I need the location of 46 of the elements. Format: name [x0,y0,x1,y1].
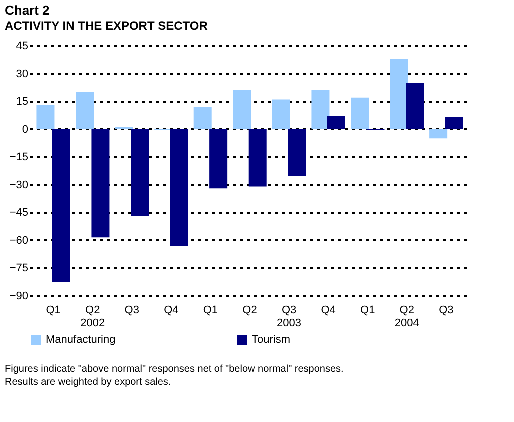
y-tick-label: 45 [16,40,28,52]
bar [327,116,346,130]
bar [272,100,290,130]
bar [52,129,70,282]
x-tick-label: Q2 2002 [80,304,106,330]
x-tick-label: Q4 [321,304,336,316]
bar [170,129,188,246]
bar [390,58,408,130]
x-tick-label: Q3 2003 [277,304,302,330]
y-tick-label: −90 [10,290,28,302]
x-tick-label: Q2 [242,304,258,316]
y-tick-label: 0 [22,124,28,136]
y-tick-label: −15 [10,152,28,164]
x-tick-label: Q1 [203,304,218,316]
x-tick-label: Q4 [164,304,179,316]
x-tick-label: Q3 [124,304,140,316]
y-tick-label: 30 [16,68,28,80]
chart-subtitle: ACTIVITY IN THE EXPORT SECTOR [5,19,208,33]
y-tick-label: −30 [10,179,28,192]
x-tick-label: Q2 2004 [394,304,420,330]
bar [76,92,94,130]
bar [406,83,424,130]
y-tick-label: −75 [10,262,28,275]
text: Figures indicate "above normal" responses net of "below normal" responses. [5,364,344,375]
chart-title: Chart 2 [5,3,50,18]
y-tick-label: −60 [10,234,28,247]
bar [351,98,369,130]
bar [131,129,149,216]
bar [312,90,330,130]
y-tick-label: 15 [16,96,28,108]
bar [194,107,212,130]
bar [288,129,306,177]
bar [92,129,110,238]
bar [248,129,267,187]
x-tick-label: Q1 [46,304,61,316]
y-tick-label: −45 [10,207,28,220]
legend-label: Tourism [252,334,291,346]
bar [430,129,448,139]
bar [210,129,228,189]
bar [233,90,252,130]
text: Results are weighted by export sales. [5,377,172,388]
x-tick-label: Q1 [360,304,376,316]
bar [445,117,464,130]
x-tick-label: Q3 [439,304,454,316]
bar [36,105,55,130]
legend-label: Manufacturing [46,334,116,346]
